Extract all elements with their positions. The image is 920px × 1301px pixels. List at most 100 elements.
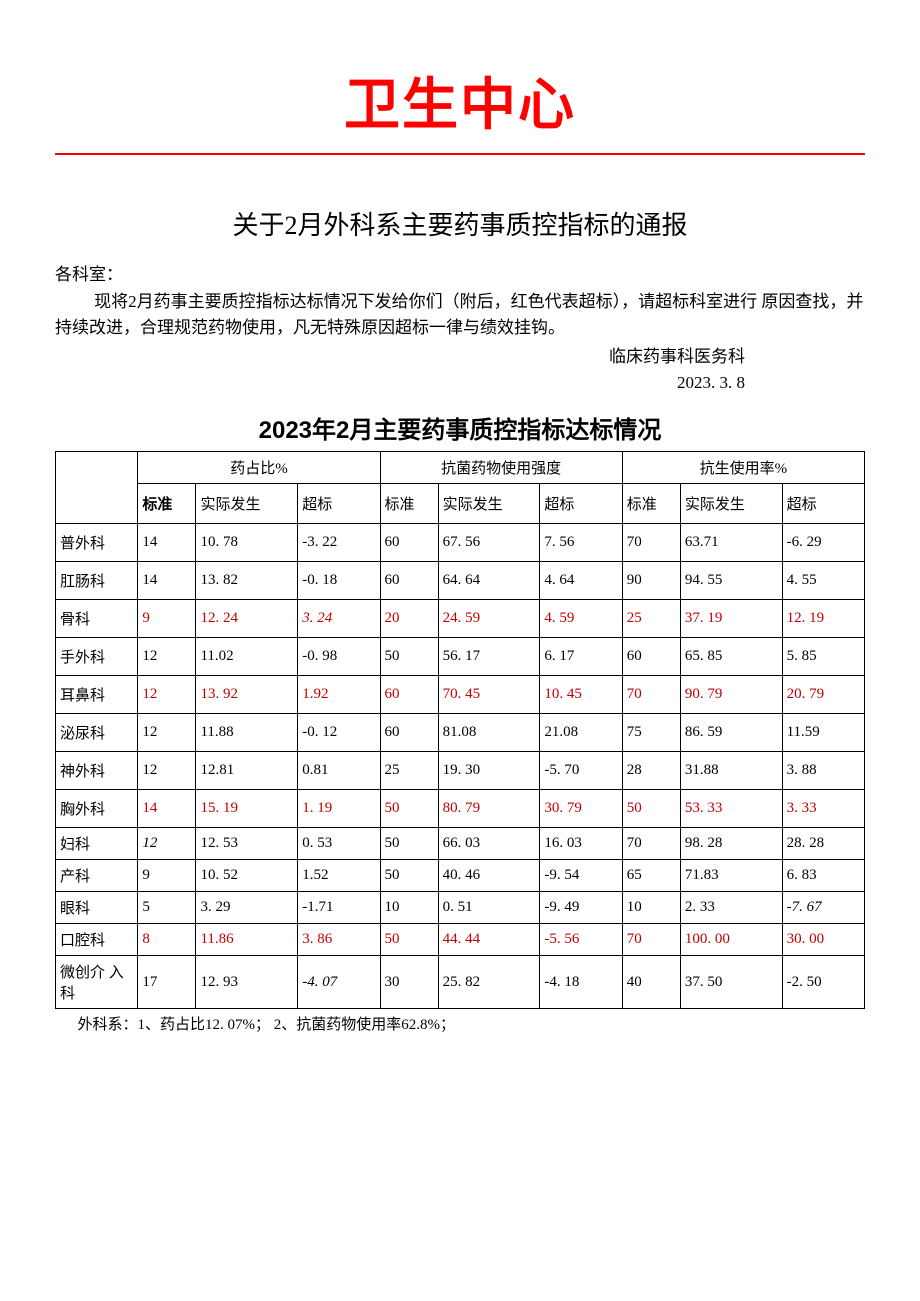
value-cell: 12. 19 <box>782 600 864 638</box>
body-paragraph: 现将2月药事主要质控指标达标情况下发给你们（附后，红色代表超标），请超标科室进行… <box>55 289 865 342</box>
value-cell: 21.08 <box>540 714 622 752</box>
value-cell: -3. 22 <box>298 524 380 562</box>
value-cell: -2. 50 <box>782 956 864 1009</box>
value-cell: 1.52 <box>298 860 380 892</box>
dept-cell: 妇科 <box>56 828 138 860</box>
value-cell: 50 <box>380 828 438 860</box>
value-cell: 60 <box>380 676 438 714</box>
value-cell: 10 <box>380 892 438 924</box>
table-subheader: 超标 <box>540 484 622 524</box>
value-cell: 12. 93 <box>196 956 298 1009</box>
value-cell: 100. 00 <box>680 924 782 956</box>
table-subheader: 标准 <box>380 484 438 524</box>
signature-block: 临床药事科医务科 2023. 3. 8 <box>55 344 865 397</box>
table-subheader: 实际发生 <box>196 484 298 524</box>
table-row: 骨科912. 243. 242024. 594. 592537. 1912. 1… <box>56 600 865 638</box>
value-cell: -6. 29 <box>782 524 864 562</box>
value-cell: 70 <box>622 924 680 956</box>
value-cell: 11.88 <box>196 714 298 752</box>
value-cell: 30. 00 <box>782 924 864 956</box>
value-cell: 70. 45 <box>438 676 540 714</box>
value-cell: 50 <box>380 860 438 892</box>
value-cell: -1.71 <box>298 892 380 924</box>
value-cell: 94. 55 <box>680 562 782 600</box>
addressee: 各科室： <box>55 260 865 285</box>
value-cell: 31.88 <box>680 752 782 790</box>
dept-cell: 眼科 <box>56 892 138 924</box>
value-cell: 60 <box>380 562 438 600</box>
value-cell: 40. 46 <box>438 860 540 892</box>
dept-cell: 胸外科 <box>56 790 138 828</box>
table-row: 微创介 入科1712. 93-4. 073025. 82-4. 184037. … <box>56 956 865 1009</box>
table-subheader: 超标 <box>782 484 864 524</box>
value-cell: 65 <box>622 860 680 892</box>
indicator-table: 药占比% 抗菌药物使用强度 抗生使用率% 标准 实际发生 超标 标准 实际发生 … <box>55 451 865 1009</box>
value-cell: 30 <box>380 956 438 1009</box>
table-row: 胸外科1415. 191. 195080. 7930. 795053. 333.… <box>56 790 865 828</box>
value-cell: 66. 03 <box>438 828 540 860</box>
value-cell: 44. 44 <box>438 924 540 956</box>
table-row: 神外科1212.810.812519. 30-5. 702831.883. 88 <box>56 752 865 790</box>
value-cell: 60 <box>380 524 438 562</box>
table-header-dept <box>56 452 138 524</box>
dept-cell: 神外科 <box>56 752 138 790</box>
value-cell: 56. 17 <box>438 638 540 676</box>
document-title: 关于2月外科系主要药事质控指标的通报 <box>55 205 865 242</box>
value-cell: 70 <box>622 828 680 860</box>
dept-cell: 手外科 <box>56 638 138 676</box>
value-cell: 25 <box>380 752 438 790</box>
value-cell: 12 <box>138 828 196 860</box>
value-cell: -5. 70 <box>540 752 622 790</box>
value-cell: 65. 85 <box>680 638 782 676</box>
value-cell: -7. 67 <box>782 892 864 924</box>
value-cell: 90 <box>622 562 680 600</box>
value-cell: 53. 33 <box>680 790 782 828</box>
value-cell: 12 <box>138 638 196 676</box>
dept-cell: 耳鼻科 <box>56 676 138 714</box>
dept-cell: 肛肠科 <box>56 562 138 600</box>
value-cell: 1.92 <box>298 676 380 714</box>
table-subheader: 实际发生 <box>680 484 782 524</box>
value-cell: 2. 33 <box>680 892 782 924</box>
table-row: 泌尿科1211.88-0. 126081.0821.087586. 5911.5… <box>56 714 865 752</box>
value-cell: 40 <box>622 956 680 1009</box>
value-cell: 3. 86 <box>298 924 380 956</box>
table-title: 2023年2月主要药事质控指标达标情况 <box>55 410 865 445</box>
value-cell: 13. 82 <box>196 562 298 600</box>
value-cell: 30. 79 <box>540 790 622 828</box>
value-cell: 98. 28 <box>680 828 782 860</box>
value-cell: 3. 24 <box>298 600 380 638</box>
value-cell: 9 <box>138 860 196 892</box>
value-cell: 67. 56 <box>438 524 540 562</box>
value-cell: 3. 33 <box>782 790 864 828</box>
dept-cell: 普外科 <box>56 524 138 562</box>
value-cell: 4. 64 <box>540 562 622 600</box>
value-cell: 5. 85 <box>782 638 864 676</box>
value-cell: -4. 18 <box>540 956 622 1009</box>
table-subheader: 标准 <box>138 484 196 524</box>
value-cell: 63.71 <box>680 524 782 562</box>
value-cell: -0. 12 <box>298 714 380 752</box>
value-cell: 17 <box>138 956 196 1009</box>
table-header-group-row: 药占比% 抗菌药物使用强度 抗生使用率% <box>56 452 865 484</box>
value-cell: 50 <box>380 638 438 676</box>
value-cell: 9 <box>138 600 196 638</box>
table-header-group-3: 抗生使用率% <box>622 452 864 484</box>
value-cell: 50 <box>380 924 438 956</box>
value-cell: 5 <box>138 892 196 924</box>
value-cell: 28 <box>622 752 680 790</box>
value-cell: 37. 50 <box>680 956 782 1009</box>
value-cell: 7. 56 <box>540 524 622 562</box>
value-cell: -0. 98 <box>298 638 380 676</box>
table-row: 妇科1212. 530. 535066. 0316. 037098. 2828.… <box>56 828 865 860</box>
dept-cell: 口腔科 <box>56 924 138 956</box>
value-cell: 20. 79 <box>782 676 864 714</box>
value-cell: 10. 78 <box>196 524 298 562</box>
table-row: 产科910. 521.525040. 46-9. 546571.836. 83 <box>56 860 865 892</box>
table-row: 普外科1410. 78-3. 226067. 567. 567063.71-6.… <box>56 524 865 562</box>
table-subheader: 超标 <box>298 484 380 524</box>
value-cell: 80. 79 <box>438 790 540 828</box>
signature-department: 临床药事科医务科 <box>55 344 745 370</box>
value-cell: 64. 64 <box>438 562 540 600</box>
value-cell: 81.08 <box>438 714 540 752</box>
